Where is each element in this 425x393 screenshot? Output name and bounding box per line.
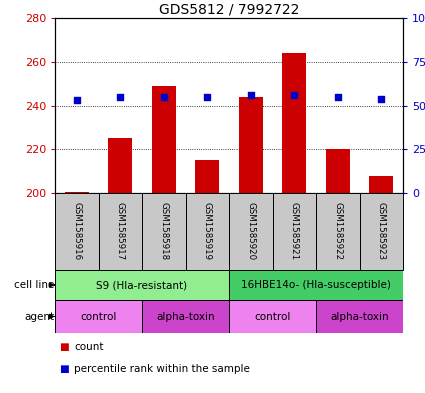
Text: control: control: [254, 312, 291, 321]
Bar: [152, 86, 176, 193]
Bar: [316, 300, 403, 333]
Bar: [65, 192, 89, 193]
Text: GSM1585918: GSM1585918: [159, 202, 168, 261]
Text: GSM1585922: GSM1585922: [333, 202, 342, 261]
Bar: [142, 300, 229, 333]
Bar: [55, 300, 142, 333]
Point: [160, 94, 167, 100]
Point: [204, 94, 211, 100]
Text: count: count: [74, 342, 104, 352]
Bar: [326, 149, 350, 193]
Text: GSM1585917: GSM1585917: [116, 202, 125, 261]
Text: ■: ■: [59, 364, 69, 373]
Title: GDS5812 / 7992722: GDS5812 / 7992722: [159, 3, 299, 17]
Text: S9 (Hla-resistant): S9 (Hla-resistant): [96, 280, 187, 290]
Bar: [99, 193, 142, 270]
Bar: [55, 270, 229, 300]
Bar: [185, 193, 229, 270]
Bar: [239, 97, 263, 193]
Point: [74, 97, 80, 103]
Bar: [316, 193, 360, 270]
Bar: [360, 193, 403, 270]
Bar: [229, 300, 316, 333]
Point: [291, 92, 298, 98]
Point: [117, 94, 124, 100]
Text: alpha-toxin: alpha-toxin: [330, 312, 389, 321]
Point: [334, 94, 341, 100]
Bar: [282, 53, 306, 193]
Text: percentile rank within the sample: percentile rank within the sample: [74, 364, 250, 373]
Bar: [272, 193, 316, 270]
Text: GSM1585923: GSM1585923: [377, 202, 386, 261]
Text: control: control: [80, 312, 117, 321]
Text: cell line: cell line: [14, 280, 54, 290]
Text: GSM1585921: GSM1585921: [290, 202, 299, 261]
Text: agent: agent: [24, 312, 54, 321]
Bar: [142, 193, 185, 270]
Point: [247, 92, 254, 98]
Bar: [195, 160, 219, 193]
Bar: [229, 193, 272, 270]
Bar: [108, 138, 132, 193]
Text: 16HBE14o- (Hla-susceptible): 16HBE14o- (Hla-susceptible): [241, 280, 391, 290]
Bar: [55, 193, 99, 270]
Text: GSM1585919: GSM1585919: [203, 202, 212, 261]
Text: alpha-toxin: alpha-toxin: [156, 312, 215, 321]
Bar: [229, 270, 403, 300]
Point: [378, 95, 385, 102]
Text: ■: ■: [59, 342, 69, 352]
Text: GSM1585916: GSM1585916: [72, 202, 81, 261]
Text: GSM1585920: GSM1585920: [246, 202, 255, 261]
Bar: [369, 176, 393, 193]
